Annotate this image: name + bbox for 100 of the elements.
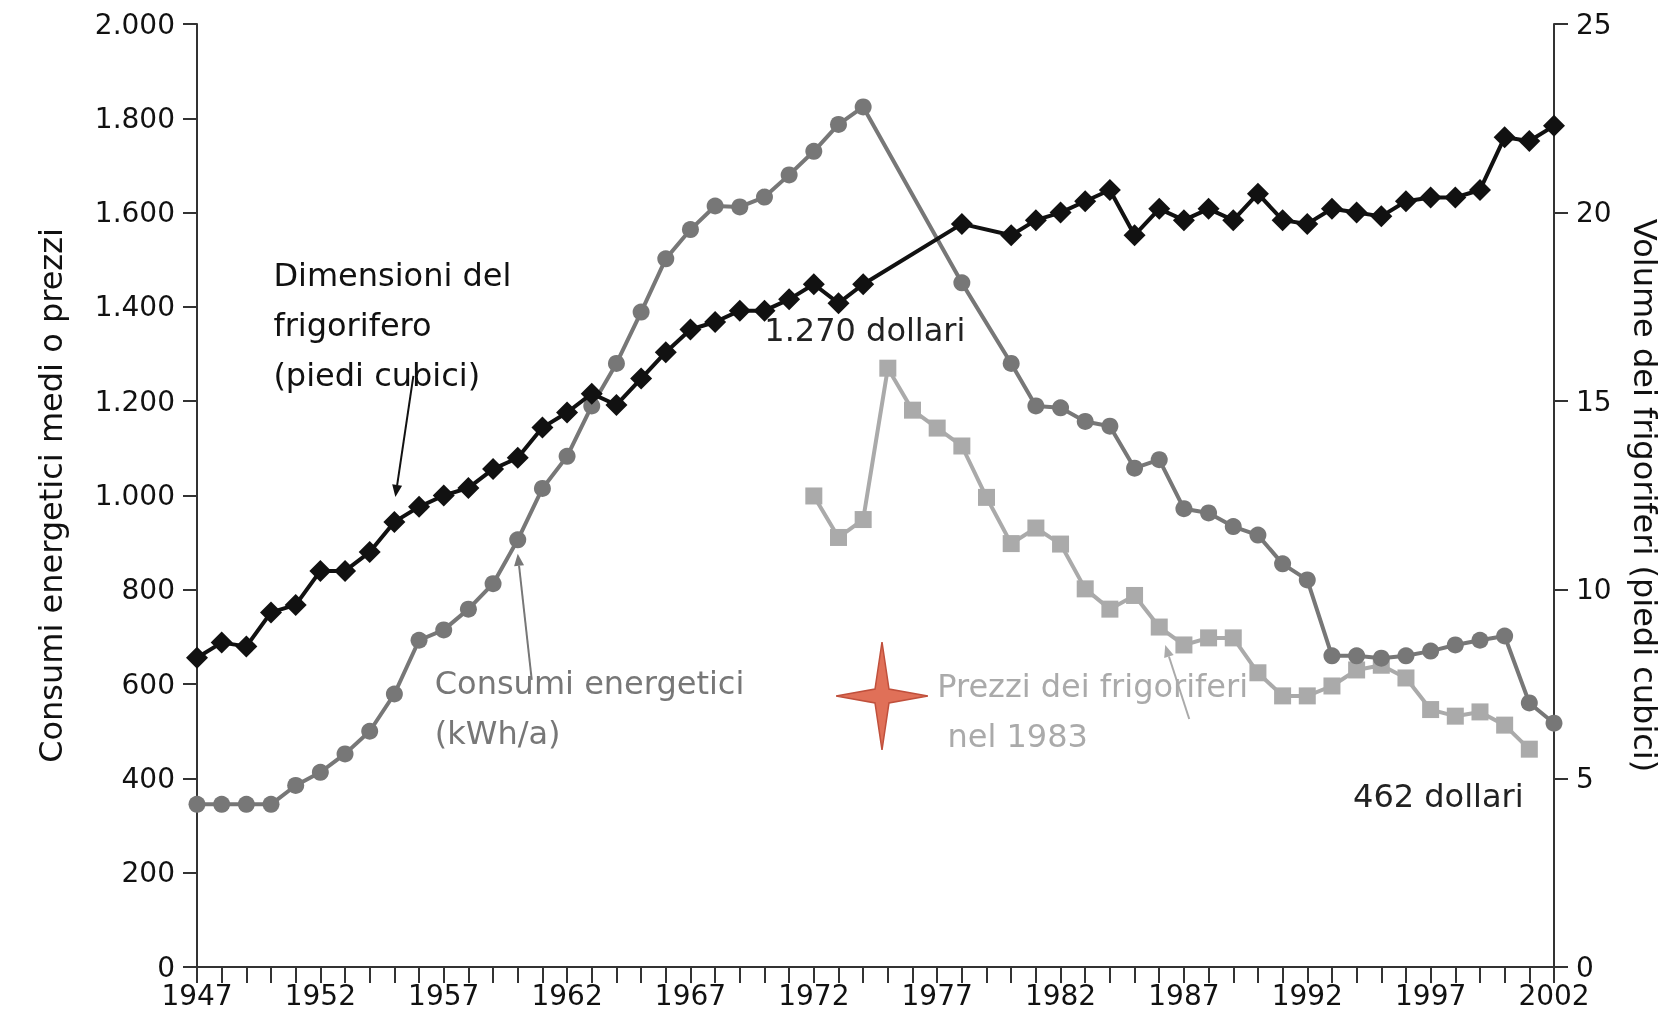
- point: [805, 142, 823, 160]
- point: [558, 447, 576, 465]
- point: [1419, 186, 1442, 209]
- point: [681, 221, 699, 239]
- point: [805, 487, 823, 505]
- point: [580, 382, 603, 405]
- point: [1370, 205, 1393, 228]
- point: [1052, 535, 1070, 553]
- point: [531, 416, 554, 439]
- point: [879, 359, 897, 377]
- y-tick-label: 200: [121, 856, 175, 890]
- point: [1150, 451, 1168, 469]
- point: [358, 541, 381, 564]
- series-label: Consumi energetici (kWh/a): [434, 663, 755, 752]
- point: [432, 484, 455, 507]
- point: [1172, 209, 1195, 232]
- point: [607, 354, 625, 372]
- y-tick-label: 1.800: [94, 101, 175, 135]
- point: [632, 303, 650, 321]
- point: [410, 631, 428, 649]
- point: [953, 274, 971, 292]
- point: [213, 795, 231, 813]
- point: [1126, 459, 1144, 477]
- y-tick-label: 1.400: [94, 290, 175, 324]
- point: [704, 310, 727, 333]
- point: [506, 446, 529, 469]
- y2-tick-label: 25: [1576, 7, 1612, 41]
- point: [728, 299, 751, 322]
- y-tick-label: 1.000: [94, 479, 175, 512]
- point: [336, 745, 354, 763]
- point: [1446, 707, 1464, 725]
- point: [435, 621, 453, 639]
- y-tick-label: 1.200: [94, 384, 175, 418]
- y2-tick-label: 10: [1576, 573, 1612, 607]
- point: [1076, 412, 1094, 430]
- x-tick-label: 1972: [778, 978, 850, 1012]
- y2-axis-title: Volume dei frigoriferi (piedi cubici): [1626, 218, 1664, 773]
- point: [654, 341, 677, 364]
- x-tick-label: 1992: [1271, 978, 1343, 1012]
- y2-tick-label: 15: [1576, 384, 1612, 418]
- point: [1545, 714, 1563, 732]
- x-tick-label: 1962: [531, 978, 603, 1012]
- point: [904, 401, 922, 419]
- point: [1345, 201, 1368, 224]
- annotation: 462 dollari: [1353, 777, 1524, 816]
- point: [1422, 701, 1440, 719]
- point: [1422, 642, 1440, 660]
- y-tick-label: 600: [121, 667, 175, 701]
- point: [1397, 647, 1415, 665]
- point: [1520, 694, 1538, 712]
- point: [237, 795, 255, 813]
- point: [1493, 126, 1516, 149]
- point: [262, 795, 280, 813]
- point: [630, 367, 653, 390]
- point: [852, 273, 875, 296]
- series-label: Dimensioni del frigorifero (piedi cubici): [273, 255, 522, 394]
- point: [1372, 649, 1390, 667]
- point: [928, 419, 946, 437]
- point: [260, 601, 283, 624]
- point: [186, 646, 208, 669]
- point: [1246, 182, 1269, 205]
- point: [1397, 669, 1415, 687]
- point: [1274, 687, 1292, 705]
- y-tick-label: 800: [121, 573, 175, 607]
- point: [1348, 647, 1366, 665]
- point: [1468, 178, 1491, 201]
- point: [1000, 224, 1023, 247]
- point: [731, 198, 749, 216]
- point: [1520, 740, 1538, 758]
- point: [1224, 518, 1242, 536]
- y-tick-label: 2.000: [94, 7, 175, 41]
- point: [1249, 664, 1267, 682]
- point: [408, 495, 431, 518]
- x-tick-label: 1977: [901, 978, 973, 1012]
- y-tick-label: 1.600: [94, 196, 175, 230]
- point: [383, 510, 406, 533]
- point: [706, 197, 724, 215]
- point: [334, 559, 357, 582]
- point: [1076, 580, 1094, 598]
- point: [188, 795, 206, 813]
- x-tick-label: 1952: [284, 978, 356, 1012]
- point: [1249, 526, 1267, 544]
- point: [827, 292, 850, 315]
- point: [1098, 178, 1121, 201]
- y-axis-title: Consumi energetici medi o prezzi: [32, 228, 70, 763]
- point: [1298, 571, 1316, 589]
- point: [1394, 190, 1417, 213]
- point: [235, 635, 258, 658]
- point: [1518, 129, 1541, 152]
- point: [1471, 703, 1489, 721]
- x-tick-label: 1967: [654, 978, 727, 1012]
- x-tick-label: 1997: [1395, 978, 1467, 1012]
- point: [1323, 677, 1341, 695]
- point: [1446, 636, 1464, 654]
- point: [1175, 500, 1193, 518]
- point: [1471, 631, 1489, 649]
- point: [1298, 687, 1316, 705]
- point: [1101, 417, 1119, 435]
- point: [457, 476, 480, 499]
- point: [1148, 197, 1171, 220]
